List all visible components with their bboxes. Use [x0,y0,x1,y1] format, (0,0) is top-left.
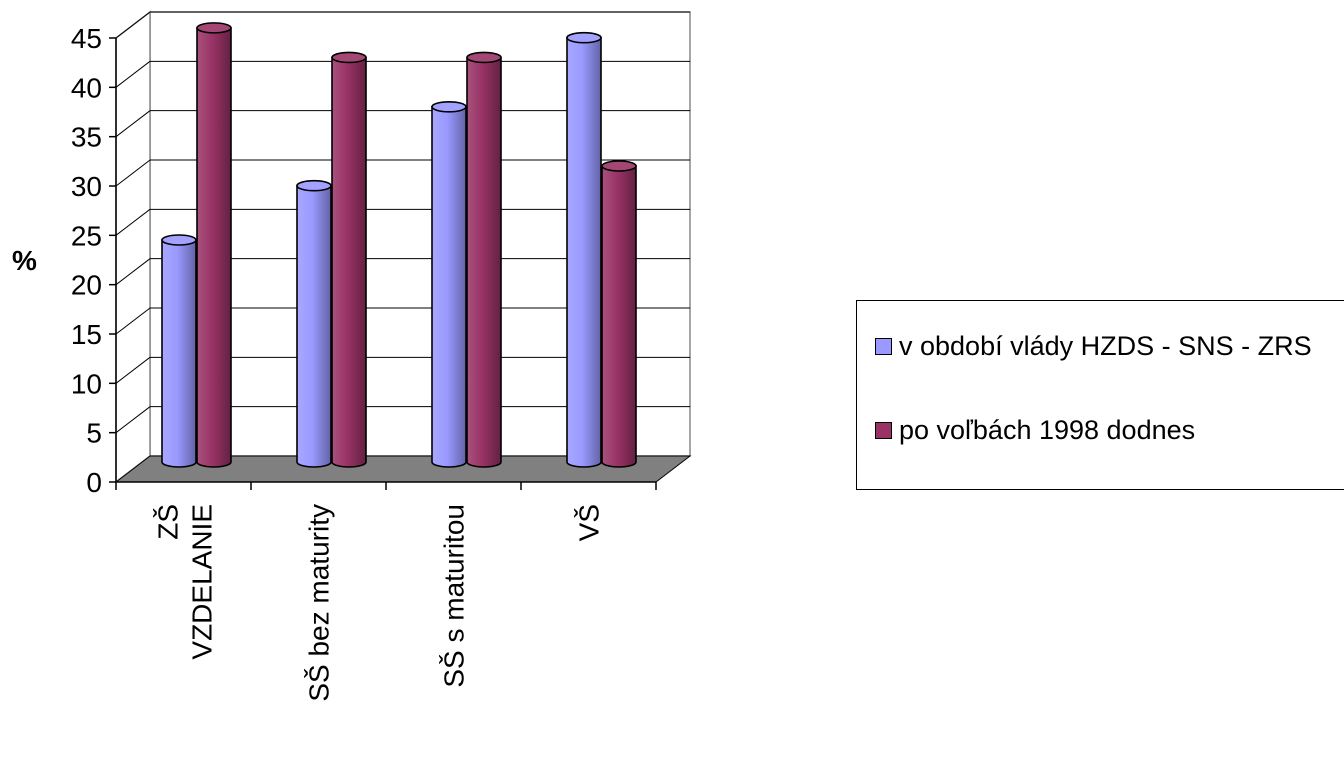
bar-body [196,27,232,468]
gridline-side [115,258,151,286]
bar-top [196,22,232,34]
legend-label-series-2: po voľbách 1998 dodnes [899,415,1196,445]
legend-swatch-series-1 [875,338,892,355]
x-category-label: VŠ [574,504,605,541]
x-category-label: ZŠ VZDELANIE [153,504,218,660]
axes [109,37,657,490]
bar-top [466,51,502,64]
gridline-side [115,159,151,187]
bar-top [331,51,367,64]
x-category-label: SŠ bez maturity [304,504,335,702]
bar [331,51,367,468]
legend-swatch-series-2 [875,422,892,439]
bar-top [431,101,467,113]
y-tick-label: 35 [71,122,102,153]
y-tick-label: 10 [71,368,102,399]
y-tick-label: 5 [86,418,102,449]
bar-body [296,184,332,468]
bar [431,101,467,468]
bar-body [466,56,502,468]
bar [566,31,602,468]
y-tick-label: 15 [71,319,102,350]
gridline-side [115,406,151,434]
y-axis-label: % [12,245,37,276]
bar [196,22,232,468]
gridline-side [115,11,151,39]
bar-body [566,36,602,468]
bar-top [296,179,332,192]
legend-item-series-2: po voľbách 1998 dodnes [875,413,1344,447]
y-tick-label: 40 [71,72,102,103]
bar [466,51,502,468]
x-category-label: SŠ s maturitou [439,504,470,688]
bar-body [331,56,367,468]
gridline-side [115,307,151,335]
bar [161,234,197,468]
bar [296,179,332,468]
legend-item-series-1: v období vlády HZDS - SNS - ZRS [875,329,1344,363]
gridline-side [115,110,151,138]
legend-label-series-1: v období vlády HZDS - SNS - ZRS [899,331,1312,361]
bar-top [601,160,637,172]
bar-body [161,239,197,468]
y-tick-label: 20 [71,270,102,301]
bar [601,160,637,468]
bars [161,22,637,468]
y-tick-label: 0 [86,467,102,498]
side-wall [115,10,151,484]
gridline-side [115,60,151,88]
gridline-side [115,356,151,384]
bar-body [601,165,637,468]
gridline-side [115,208,151,236]
y-tick-label: 30 [71,171,102,202]
legend: v období vlády HZDS - SNS - ZRS po voľbá… [856,300,1344,490]
bar-top [161,234,197,246]
x-category-labels: ZŠ VZDELANIE SŠ bez maturity SŠ s maturitou… [153,504,605,702]
y-tick-label: 25 [71,220,102,251]
y-tick-label: 45 [71,23,102,54]
bar-top [566,31,602,44]
bar-body [431,106,467,468]
y-tick-labels: 0 5 10 15 20 25 30 35 40 45 [71,23,102,498]
